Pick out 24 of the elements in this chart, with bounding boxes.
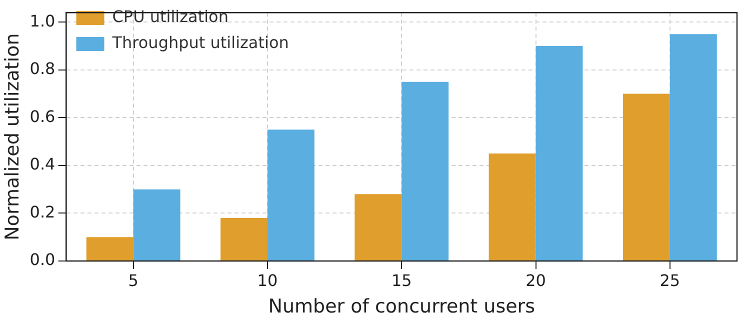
y-tick-label: 0.4 [30, 154, 56, 174]
bar [488, 154, 536, 260]
bar [267, 130, 314, 260]
bar [670, 34, 717, 260]
bar [622, 94, 670, 260]
x-axis-title: Number of concurrent users [268, 296, 536, 318]
y-tick-label: 0.6 [30, 106, 56, 126]
bar [133, 189, 180, 260]
x-tick-label: 20 [526, 270, 546, 290]
bar [220, 218, 268, 260]
bar [536, 46, 583, 260]
x-tick-label: 10 [257, 270, 278, 290]
bar [354, 194, 402, 260]
y-tick-label: 0.0 [30, 250, 56, 270]
bar [86, 237, 134, 260]
x-tick-label: 25 [660, 270, 680, 290]
y-tick-label: 0.2 [30, 202, 56, 222]
x-tick-label: 5 [128, 270, 138, 290]
y-tick-label: 1.0 [30, 11, 56, 30]
y-tick-label: 0.8 [30, 59, 56, 78]
bar [402, 82, 449, 260]
x-tick-label: 15 [391, 270, 412, 290]
y-axis-title: Normalized utilization [1, 33, 24, 240]
legend-label: Throughput utilization [111, 33, 289, 52]
